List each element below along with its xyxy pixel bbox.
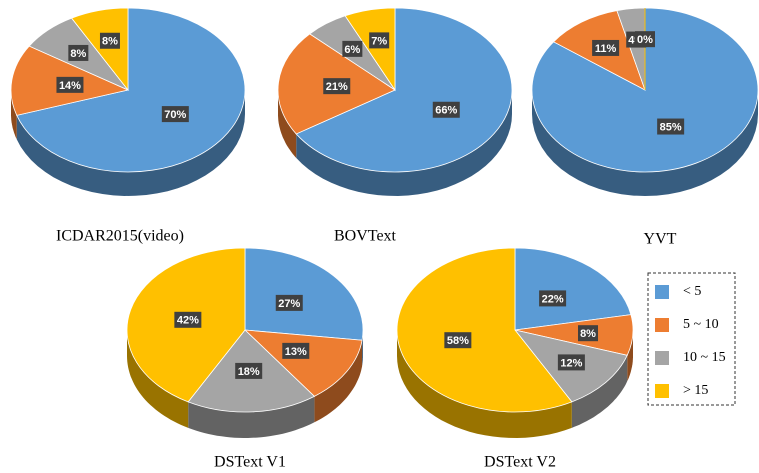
label-box — [444, 332, 472, 349]
label-box — [557, 354, 585, 371]
label-box — [99, 32, 120, 49]
legend-swatch — [655, 351, 669, 365]
legend-label: < 5 — [683, 284, 701, 299]
pie-slice — [531, 7, 759, 173]
legend-label: 5 ~ 10 — [683, 317, 719, 332]
legend-label: > 15 — [683, 383, 708, 398]
label-box — [657, 118, 685, 135]
legend-swatch — [655, 285, 669, 299]
data-label: 11% — [595, 43, 617, 55]
data-label: 6% — [344, 44, 360, 56]
data-label: 0% — [637, 34, 653, 46]
pie-slice — [396, 247, 573, 413]
legend-swatch — [655, 318, 669, 332]
chart-title: DSText V1 — [214, 454, 286, 471]
pie-side — [127, 330, 189, 428]
label-box — [161, 106, 189, 123]
label-box — [282, 342, 310, 359]
data-label: 14% — [59, 80, 81, 92]
pie-side — [532, 90, 758, 196]
data-label: 27% — [278, 298, 300, 310]
label-box — [592, 39, 620, 56]
data-label: 8% — [102, 36, 118, 48]
data-label: 22% — [542, 293, 564, 305]
label-box — [369, 32, 390, 49]
pie-side — [188, 396, 315, 438]
data-label: 8% — [70, 48, 86, 60]
pie-side — [314, 340, 363, 423]
chart-title: BOVText — [334, 228, 397, 245]
pie-slice — [344, 7, 396, 92]
data-label: 66% — [435, 105, 457, 117]
pie-slice — [295, 7, 513, 173]
pie-slice — [16, 7, 246, 173]
data-label: 12% — [560, 357, 582, 369]
legend-box — [647, 272, 736, 406]
pie-side — [16, 90, 246, 196]
pie-side — [11, 90, 17, 140]
label-box — [539, 290, 567, 307]
legend-swatch — [655, 384, 669, 398]
pie-side — [278, 90, 297, 158]
label-box — [578, 325, 599, 342]
label-box — [342, 40, 363, 57]
pie-slice — [244, 247, 364, 341]
pie-slice — [243, 329, 363, 397]
label-box — [235, 362, 263, 379]
label-box — [323, 78, 351, 95]
data-label: 18% — [238, 366, 260, 378]
label-box — [432, 101, 460, 118]
label-box — [56, 76, 84, 93]
legend-label: 10 ~ 15 — [683, 350, 726, 365]
chart-title: ICDAR2015(video) — [56, 228, 184, 245]
data-label: 42% — [177, 315, 199, 327]
pie-side — [571, 355, 628, 428]
chart-title: DSText V2 — [484, 454, 556, 471]
pie-slice — [70, 7, 129, 92]
data-label: 8% — [580, 328, 596, 340]
data-label: 21% — [326, 81, 348, 93]
label-box — [68, 44, 89, 61]
data-label: 58% — [447, 335, 469, 347]
pie-side — [397, 330, 572, 438]
data-label: 85% — [660, 121, 682, 133]
label-box — [275, 294, 303, 311]
pie-side — [296, 90, 512, 196]
label-box — [174, 311, 202, 328]
chart-title: YVT — [644, 231, 677, 248]
label-box — [635, 31, 655, 48]
pie-slice — [514, 247, 632, 331]
data-label: 7% — [371, 35, 387, 47]
data-label: 13% — [285, 346, 307, 358]
data-label: 70% — [164, 109, 186, 121]
